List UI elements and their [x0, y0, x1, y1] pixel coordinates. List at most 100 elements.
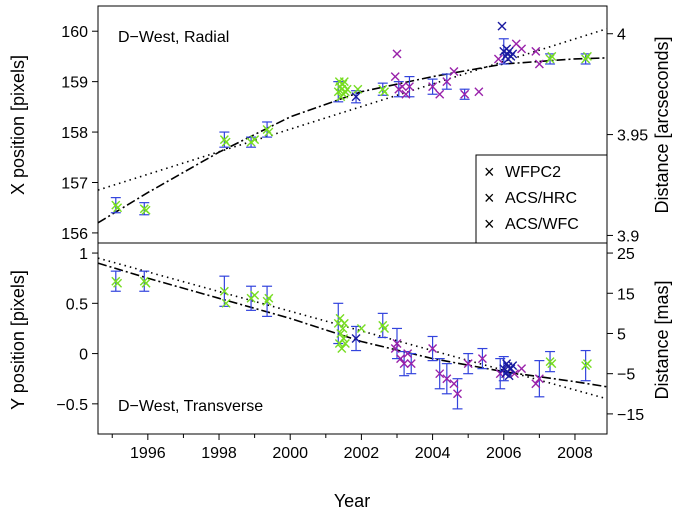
top-acs-hrc-point	[442, 77, 452, 87]
bottom-wfpc2-point	[380, 323, 390, 333]
top-acs-hrc-point	[435, 89, 445, 99]
bottom-acs-hrc-point	[435, 369, 445, 379]
bottom-y-tick-label: −0.5	[56, 397, 88, 414]
top-wfpc2-point	[221, 137, 231, 147]
fit-lines	[97, 27, 608, 400]
legend-marker-acs-hrc: ×	[484, 188, 495, 208]
bottom-acs-hrc-point	[396, 354, 406, 364]
bottom-wfpc2-point	[113, 278, 123, 288]
bottom-wfpc2-point	[338, 323, 348, 333]
bottom-acs-hrc-point	[428, 344, 438, 354]
legend-marker-acs-wfc: ×	[484, 214, 495, 234]
top-y2-axis-label: Distance [arcseconds]	[652, 36, 672, 213]
top-acs-hrc-point	[517, 44, 527, 54]
top-fit-dotted	[97, 27, 608, 191]
top-wfpc2-point	[353, 84, 363, 94]
top-acs-hrc-point	[531, 46, 541, 56]
bottom-wfpc2-point	[141, 278, 151, 288]
bottom-wfpc2-point	[339, 334, 349, 343]
bottom-y2-tick-label: −5	[617, 367, 635, 384]
top-y-tick-label: 156	[61, 226, 88, 243]
bottom-panel-frame	[97, 242, 608, 435]
bottom-acs-hrc-point	[442, 374, 452, 384]
bottom-acs-wfc-point	[504, 371, 514, 381]
bottom-acs-hrc-point	[517, 364, 527, 374]
legend-box	[475, 154, 608, 244]
bottom-panel-annotation: D−West, Transverse	[118, 398, 263, 415]
bottom-wfpc2-point	[336, 328, 346, 338]
bottom-y-tick-label: 0.5	[66, 296, 88, 313]
top-y2-tick-label: 4	[617, 27, 626, 44]
top-y-axis-label: X position [pixels]	[8, 55, 28, 195]
legend-label-acs-wfc: ACS/WFC	[505, 216, 579, 233]
top-y-tick-label: 157	[61, 175, 88, 192]
top-y2-tick-label: 3.95	[617, 128, 648, 145]
bottom-acs-wfc-point	[351, 334, 361, 343]
axes: 156 157 158 159 160 3.9 3.95 4 −0.5 0 0.5 1 −15 −5 5 15…	[56, 5, 648, 462]
top-acs-wfc-point	[508, 49, 518, 59]
bottom-y-axis-label: Y position [pixels]	[8, 270, 28, 410]
legend-label-acs-hrc: ACS/HRC	[505, 190, 577, 207]
bottom-y-tick-label: 0	[79, 347, 88, 364]
bottom-fit-dashdot	[97, 262, 608, 388]
top-panel-annotation: D−West, Radial	[118, 29, 229, 46]
top-acs-hrc-point	[474, 87, 484, 97]
x-tick-label: 2004	[415, 445, 451, 462]
top-fit-dashdot	[97, 57, 608, 224]
top-wfpc2-point	[547, 51, 557, 61]
bottom-wfpc2-point	[356, 323, 366, 333]
bottom-wfpc2-point	[221, 298, 231, 308]
bottom-wfpc2-point	[264, 293, 274, 303]
bottom-wfpc2-point	[582, 359, 592, 369]
top-acs-wfc-point	[497, 21, 507, 31]
bottom-y2-tick-label: 5	[617, 326, 626, 343]
labels: D−West, Radial D−West, Transverse X posi…	[8, 29, 672, 511]
top-y-tick-label: 160	[61, 24, 88, 41]
bottom-acs-hrc-point	[392, 339, 402, 349]
top-wfpc2-point	[342, 84, 352, 94]
bottom-acs-hrc-point	[531, 379, 541, 389]
data-points	[111, 21, 592, 399]
bottom-y2-axis-label: Distance [mas]	[652, 280, 672, 399]
top-y-tick-label: 159	[61, 75, 88, 92]
top-acs-hrc-point	[401, 89, 411, 99]
top-wfpc2-point	[582, 51, 592, 61]
top-acs-hrc-point	[404, 82, 414, 92]
legend-marker-wfpc2: ×	[484, 162, 495, 182]
bottom-acs-hrc-point	[534, 374, 544, 384]
bottom-wfpc2-point	[250, 290, 260, 300]
bottom-acs-hrc-point	[406, 359, 416, 369]
top-wfpc2-point	[264, 127, 274, 137]
bottom-wfpc2-point	[547, 359, 557, 369]
top-acs-hrc-point	[449, 67, 459, 77]
bottom-acs-hrc-point	[403, 349, 413, 359]
bottom-acs-hrc-point	[453, 389, 462, 399]
top-acs-hrc-point	[534, 59, 544, 69]
top-wfpc2-point	[250, 135, 260, 145]
bottom-acs-hrc-point	[509, 369, 519, 379]
top-acs-hrc-point	[460, 89, 470, 99]
top-acs-hrc-point	[397, 82, 407, 92]
x-tick-label: 1996	[130, 445, 166, 462]
bottom-y2-tick-label: 15	[617, 286, 635, 303]
bottom-fit-dotted	[97, 257, 608, 400]
bottom-wfpc2-point	[219, 286, 229, 296]
bottom-acs-hrc-point	[399, 359, 409, 369]
bottom-y-tick-label: 1	[79, 246, 88, 263]
bottom-wfpc2-point	[340, 339, 350, 349]
bottom-y2-tick-label: 25	[617, 246, 635, 263]
top-acs-hrc-point	[392, 49, 402, 59]
top-y-tick-label: 158	[61, 125, 88, 142]
bottom-acs-hrc-point	[477, 354, 487, 364]
x-axis-label: Year	[334, 491, 370, 511]
x-tick-label: 2002	[344, 445, 380, 462]
x-tick-label: 2008	[557, 445, 593, 462]
top-y2-tick-label: 3.9	[617, 228, 639, 245]
bottom-acs-hrc-point	[390, 344, 400, 354]
bottom-acs-wfc-point	[508, 361, 518, 371]
bottom-acs-hrc-point	[449, 379, 459, 389]
bottom-acs-hrc-point	[463, 359, 473, 369]
top-wfpc2-point	[380, 87, 390, 97]
